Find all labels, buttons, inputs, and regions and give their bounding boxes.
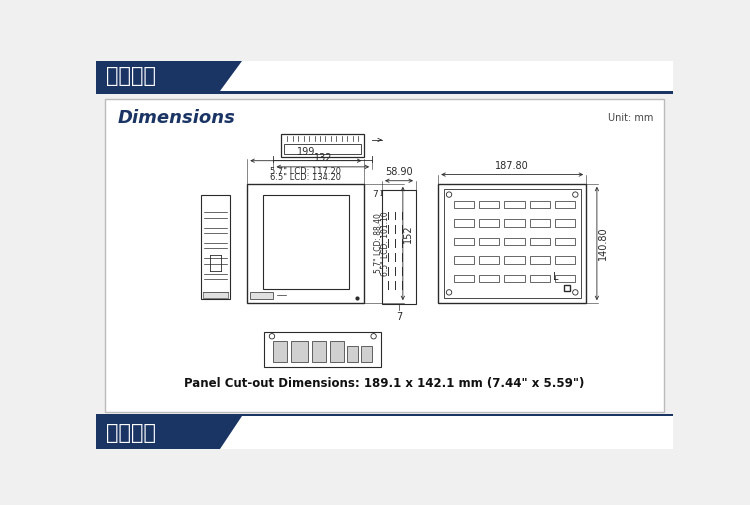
Text: 5.7" LCD: 117.20: 5.7" LCD: 117.20 [270, 167, 341, 176]
Bar [96, 414, 674, 416]
Text: 152: 152 [403, 225, 412, 243]
Bar [382, 190, 416, 304]
Bar [96, 91, 674, 94]
Bar [284, 144, 362, 154]
Polygon shape [220, 61, 674, 91]
Text: 6.5" LCD: 101.10: 6.5" LCD: 101.10 [382, 211, 391, 276]
Bar [530, 275, 550, 282]
Bar [454, 219, 474, 227]
Bar [454, 256, 474, 264]
Bar [96, 61, 674, 91]
Bar [530, 201, 550, 209]
Text: 产品配置: 产品配置 [106, 423, 157, 443]
Bar [96, 416, 674, 457]
Bar [555, 219, 575, 227]
Bar [530, 219, 550, 227]
Bar [444, 189, 580, 298]
Bar [505, 256, 524, 264]
Bar [555, 201, 575, 209]
Bar [454, 201, 474, 209]
Bar [262, 194, 349, 289]
Bar [555, 275, 575, 282]
Bar [291, 341, 308, 363]
Bar [312, 341, 326, 363]
Text: 5.7" LCD: 88.40: 5.7" LCD: 88.40 [374, 214, 382, 273]
Text: 产品参数: 产品参数 [106, 66, 157, 86]
Bar [555, 256, 575, 264]
Bar [347, 345, 358, 363]
Bar [479, 201, 499, 209]
Bar [454, 238, 474, 245]
Text: L: L [553, 272, 558, 282]
Bar [479, 219, 499, 227]
Polygon shape [220, 416, 674, 449]
Text: 132: 132 [314, 153, 332, 163]
Text: 7: 7 [396, 312, 402, 322]
Bar [479, 256, 499, 264]
Bar [96, 61, 674, 91]
Bar [530, 238, 550, 245]
Bar [201, 195, 230, 299]
Text: 58.90: 58.90 [386, 167, 412, 177]
Bar [438, 184, 586, 303]
Bar [454, 275, 474, 282]
Bar [505, 219, 524, 227]
Bar [505, 275, 524, 282]
Bar [203, 291, 228, 298]
Bar [505, 201, 524, 209]
Bar [555, 238, 575, 245]
Text: Unit: mm: Unit: mm [608, 113, 654, 123]
Text: 7: 7 [373, 190, 378, 199]
Bar [251, 292, 274, 299]
Bar [530, 256, 550, 264]
Bar [362, 345, 372, 363]
Bar [105, 99, 664, 412]
Bar [248, 184, 364, 303]
Bar [274, 341, 287, 363]
Text: 140.80: 140.80 [598, 227, 608, 260]
Text: 199: 199 [297, 147, 315, 157]
Bar [505, 238, 524, 245]
Bar [330, 341, 344, 363]
Bar [96, 416, 674, 449]
Text: Panel Cut-out Dimensions: 189.1 x 142.1 mm (7.44" x 5.59"): Panel Cut-out Dimensions: 189.1 x 142.1 … [184, 378, 584, 390]
Bar [264, 332, 381, 367]
Bar [479, 275, 499, 282]
Text: 6.5" LCD: 134.20: 6.5" LCD: 134.20 [270, 173, 341, 182]
Text: Dimensions: Dimensions [117, 110, 235, 127]
Text: 187.80: 187.80 [495, 161, 529, 171]
Bar [479, 238, 499, 245]
Bar [281, 134, 364, 157]
